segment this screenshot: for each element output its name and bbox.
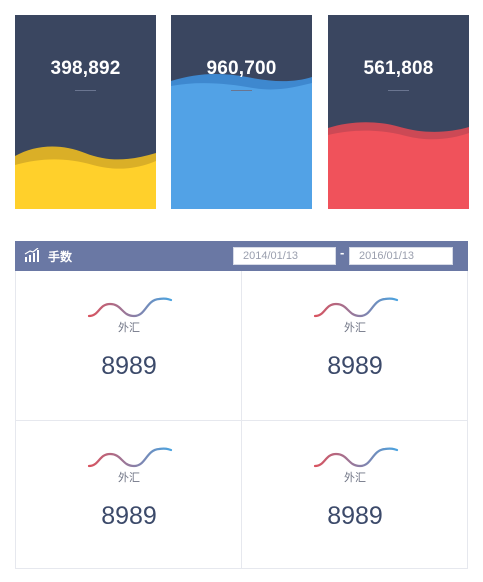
wave-fill-2	[171, 73, 312, 209]
stat-card-2: 960,700	[171, 15, 312, 209]
divider	[388, 90, 409, 91]
metric-label: 外汇	[344, 322, 366, 334]
wave-icon	[313, 447, 399, 468]
metric-cell: 外汇 8989	[16, 421, 242, 568]
panel-header: 手数 -	[15, 241, 468, 271]
metric-value: 8989	[327, 502, 383, 530]
trading-volume-panel: 手数 - 外汇 8989 外汇 8989 外汇 8989	[15, 241, 468, 569]
stat-value: 960,700	[206, 58, 277, 79]
stat-cards: 398,892 960,700 561,808	[0, 0, 483, 220]
date-separator: -	[340, 245, 345, 260]
start-date-input[interactable]	[233, 247, 336, 265]
metric-label: 外汇	[118, 322, 140, 334]
wave-icon	[87, 297, 173, 318]
divider	[231, 90, 252, 91]
metric-value: 8989	[327, 352, 383, 380]
wave-icon	[313, 297, 399, 318]
metric-value: 8989	[101, 502, 157, 530]
end-date-input[interactable]	[349, 247, 453, 265]
metric-cell: 外汇 8989	[242, 421, 468, 568]
wave-icon	[87, 447, 173, 468]
stat-card-1: 398,892	[15, 15, 156, 209]
stat-value: 561,808	[363, 58, 434, 79]
grid-divider-vertical	[241, 271, 242, 568]
wave-fill-3	[328, 122, 469, 209]
grid-divider-horizontal	[16, 420, 467, 421]
metric-cell: 外汇 8989	[242, 271, 468, 420]
metric-label: 外汇	[344, 472, 366, 484]
metric-value: 8989	[101, 352, 157, 380]
stat-card-3: 561,808	[328, 15, 469, 209]
wave-fill-1	[15, 146, 156, 209]
divider	[75, 90, 96, 91]
stat-value: 398,892	[50, 58, 121, 79]
bar-chart-icon	[24, 248, 39, 262]
metric-cell: 外汇 8989	[16, 271, 242, 420]
panel-title: 手数	[48, 250, 73, 264]
metric-label: 外汇	[118, 472, 140, 484]
